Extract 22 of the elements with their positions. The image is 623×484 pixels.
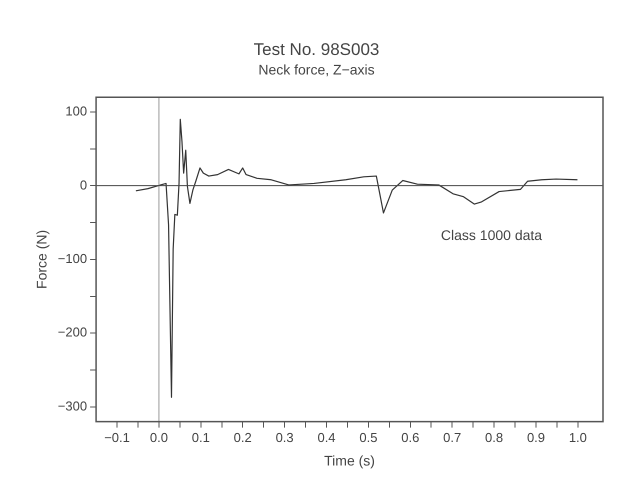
annotation: Class 1000 data [440, 226, 542, 243]
y-tick-label: −200 [58, 324, 88, 340]
y-tick-label: −100 [58, 250, 88, 266]
x-tick-label: 0.5 [359, 430, 378, 445]
y-tick-label: −300 [58, 398, 88, 414]
chart-subtitle: Neck force, Z−axis [258, 62, 375, 78]
x-axis-title: Time (s) [324, 452, 375, 468]
x-tick-label: 0.9 [526, 430, 546, 445]
y-tick-label: 100 [65, 104, 88, 119]
x-tick-label: 0.2 [234, 430, 252, 445]
x-tick-label: 0.6 [401, 430, 420, 445]
y-tick-label: 0 [80, 177, 88, 192]
x-tick-label: 0.7 [443, 430, 462, 445]
x-tick-label: −0.1 [104, 430, 130, 445]
x-tick-label: 1.0 [568, 430, 587, 445]
chart-title: Test No. 98S003 [254, 40, 380, 59]
x-tick-label: 0.0 [150, 430, 168, 445]
x-tick-label: 0.8 [485, 430, 504, 445]
x-tick-label: 0.4 [317, 430, 336, 445]
y-axis-title: Force (N) [33, 230, 50, 289]
x-tick-label: 0.3 [276, 430, 294, 445]
x-tick-label: 0.1 [192, 430, 210, 445]
